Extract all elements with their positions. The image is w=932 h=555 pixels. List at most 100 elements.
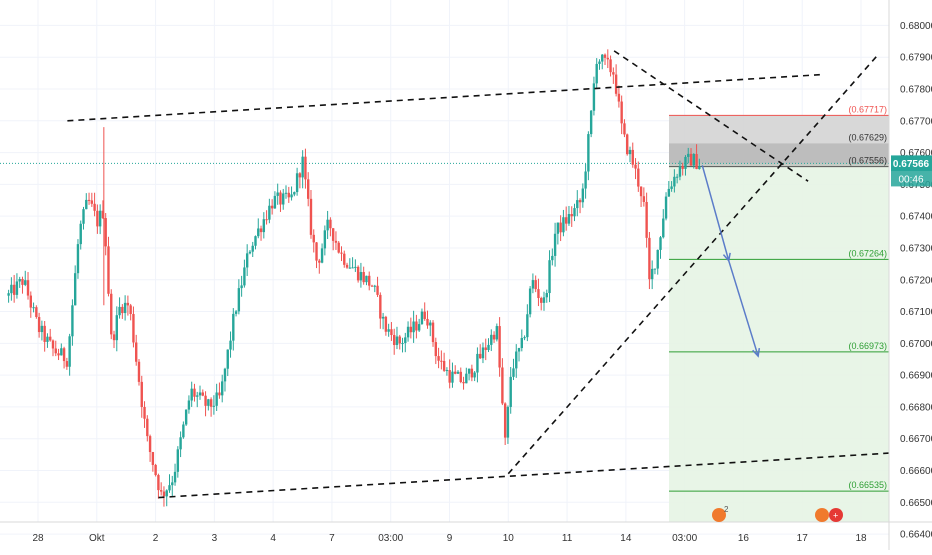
candle-body <box>381 316 385 319</box>
candle-body <box>104 218 107 247</box>
candle-body <box>268 205 271 220</box>
candle-body <box>245 253 249 268</box>
countdown-tag[interactable] <box>891 171 932 187</box>
candle-body <box>226 349 229 369</box>
candle-body <box>234 311 238 314</box>
candle-body <box>290 194 293 198</box>
candle-body <box>434 342 438 357</box>
candle-body <box>648 237 651 280</box>
candle-body <box>204 395 207 406</box>
candle-body <box>7 293 10 296</box>
rising-trendline <box>507 53 880 475</box>
candle-body <box>135 342 138 362</box>
candle-body <box>154 464 157 476</box>
candle-body <box>340 252 343 254</box>
candle-body <box>664 196 668 219</box>
candle-body <box>478 353 482 359</box>
candle-body <box>187 400 191 410</box>
candle-body <box>354 266 357 268</box>
candle-body <box>229 340 232 350</box>
lower-channel-line <box>158 452 891 499</box>
candle-body <box>429 322 432 326</box>
candle-body <box>470 368 474 378</box>
candle-body <box>362 272 365 283</box>
candle-body <box>37 317 41 333</box>
candle-body <box>667 188 671 197</box>
candle-body <box>498 326 501 368</box>
candle-body <box>526 314 529 338</box>
plus-icon <box>829 508 843 522</box>
candle-body <box>595 63 598 84</box>
candle-body <box>168 485 171 491</box>
candle-body <box>337 242 340 253</box>
candle-body <box>151 452 155 465</box>
event-icon-2[interactable]: + <box>815 508 843 522</box>
projection-arrows <box>701 165 761 358</box>
candle-body <box>326 219 329 231</box>
candle-body <box>409 326 413 333</box>
candle-body <box>465 373 468 384</box>
candle-body <box>193 388 196 397</box>
candle-body <box>426 318 429 326</box>
candle-body <box>270 205 274 209</box>
candle-body <box>123 302 127 314</box>
candle-body <box>698 166 701 170</box>
candle-body <box>515 351 518 369</box>
candle-body <box>112 334 116 341</box>
candle-body <box>196 395 199 397</box>
event-icon-1[interactable]: 2 <box>712 505 729 522</box>
candle-body <box>35 307 38 318</box>
candle-body <box>687 153 690 157</box>
candle-body <box>587 134 590 172</box>
candle-body <box>442 360 446 371</box>
candle-body <box>232 313 235 341</box>
candle-body <box>79 223 82 245</box>
x-tick-label: 4 <box>270 533 276 544</box>
plus-glyph: + <box>833 511 838 521</box>
candle-body <box>304 156 307 180</box>
candle-body <box>143 406 146 419</box>
candle-body <box>312 234 315 243</box>
entry-zone <box>669 143 889 167</box>
flag-icon <box>815 508 829 522</box>
x-tick-label: 7 <box>329 533 335 544</box>
candle-body <box>126 302 130 306</box>
current-price-tag[interactable] <box>891 155 932 172</box>
candle-body <box>82 209 85 224</box>
candle-body <box>10 284 13 294</box>
candle-body <box>60 348 63 356</box>
candle-body <box>564 217 568 224</box>
candle-body <box>348 267 352 269</box>
candle-body <box>96 210 99 227</box>
candle-body <box>692 153 695 166</box>
candle-body <box>198 392 202 396</box>
candle-body <box>248 251 252 254</box>
candle-body <box>484 347 487 350</box>
y-axis-panel[interactable] <box>889 0 932 522</box>
candle-body <box>612 72 615 75</box>
candle-body <box>157 475 160 491</box>
candle-body <box>240 285 243 289</box>
candle-body <box>12 284 16 295</box>
candle-body <box>146 418 149 437</box>
candle-body <box>46 336 49 342</box>
candle-body <box>209 399 213 407</box>
candle-body <box>650 268 654 280</box>
candle-body <box>578 200 582 203</box>
candle-body <box>237 288 241 312</box>
candle-body <box>681 166 684 169</box>
candle-body <box>207 399 210 406</box>
candle-body <box>520 337 524 349</box>
projection-segment <box>701 165 730 261</box>
candle-body <box>29 295 32 308</box>
candle-body <box>368 275 371 286</box>
